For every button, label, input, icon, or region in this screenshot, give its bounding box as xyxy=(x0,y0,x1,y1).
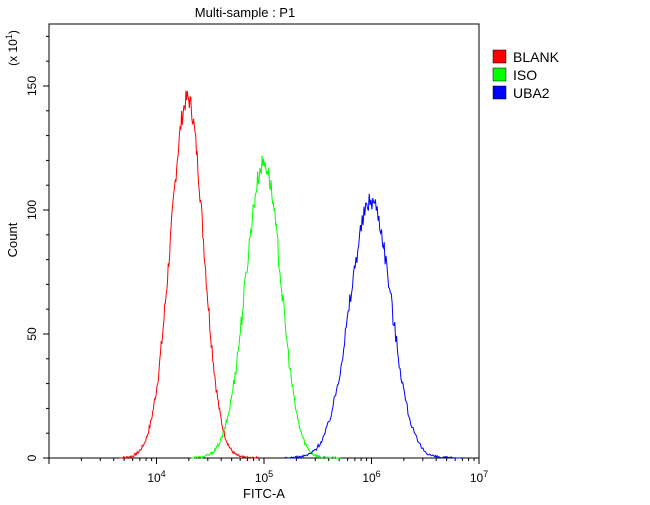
x-tick-base: 10 xyxy=(470,471,484,485)
x-tick-label: 107 xyxy=(470,469,488,485)
x-tick-base: 10 xyxy=(362,471,376,485)
legend-label-blank: BLANK xyxy=(513,49,560,65)
legend: BLANK ISO UBA2 xyxy=(492,49,560,101)
y-axis-multiplier: (x 101) xyxy=(4,30,20,66)
legend-label-uba2: UBA2 xyxy=(513,85,550,101)
y-tick-label: 100 xyxy=(25,200,39,220)
y-tick-label: 150 xyxy=(25,76,39,96)
legend-swatch-iso xyxy=(492,67,507,82)
legend-label-iso: ISO xyxy=(513,67,537,83)
y-axis-ticks: 0 50 100 150 xyxy=(25,35,49,461)
x-axis-label: FITC-A xyxy=(243,486,285,501)
legend-swatch-uba2 xyxy=(492,85,507,100)
y-multiplier-close: ) xyxy=(6,30,20,34)
x-tick-exp: 4 xyxy=(161,469,166,479)
x-tick-label: 106 xyxy=(362,469,380,485)
y-tick-label: 50 xyxy=(25,327,39,341)
legend-swatch-blank xyxy=(492,49,507,64)
x-tick-exp: 5 xyxy=(268,469,273,479)
plot-area xyxy=(48,23,480,459)
series-group xyxy=(118,90,463,460)
x-tick-exp: 7 xyxy=(483,469,488,479)
series-line-uba2 xyxy=(285,193,463,460)
chart-title: Multi-sample : P1 xyxy=(195,5,295,20)
x-tick-exp: 6 xyxy=(376,469,381,479)
y-multiplier-exp: 1 xyxy=(4,34,14,39)
x-tick-label: 104 xyxy=(147,469,165,485)
series-line-iso xyxy=(190,155,342,459)
y-multiplier-text: (x 10 xyxy=(6,39,20,66)
y-axis-label: Count xyxy=(5,222,20,257)
x-tick-base: 10 xyxy=(255,471,269,485)
x-tick-base: 10 xyxy=(147,471,161,485)
x-axis-ticks: 104 105 106 107 xyxy=(48,458,488,485)
series-line-blank xyxy=(118,90,260,459)
y-tick-label: 0 xyxy=(25,454,39,461)
x-tick-label: 105 xyxy=(255,469,273,485)
